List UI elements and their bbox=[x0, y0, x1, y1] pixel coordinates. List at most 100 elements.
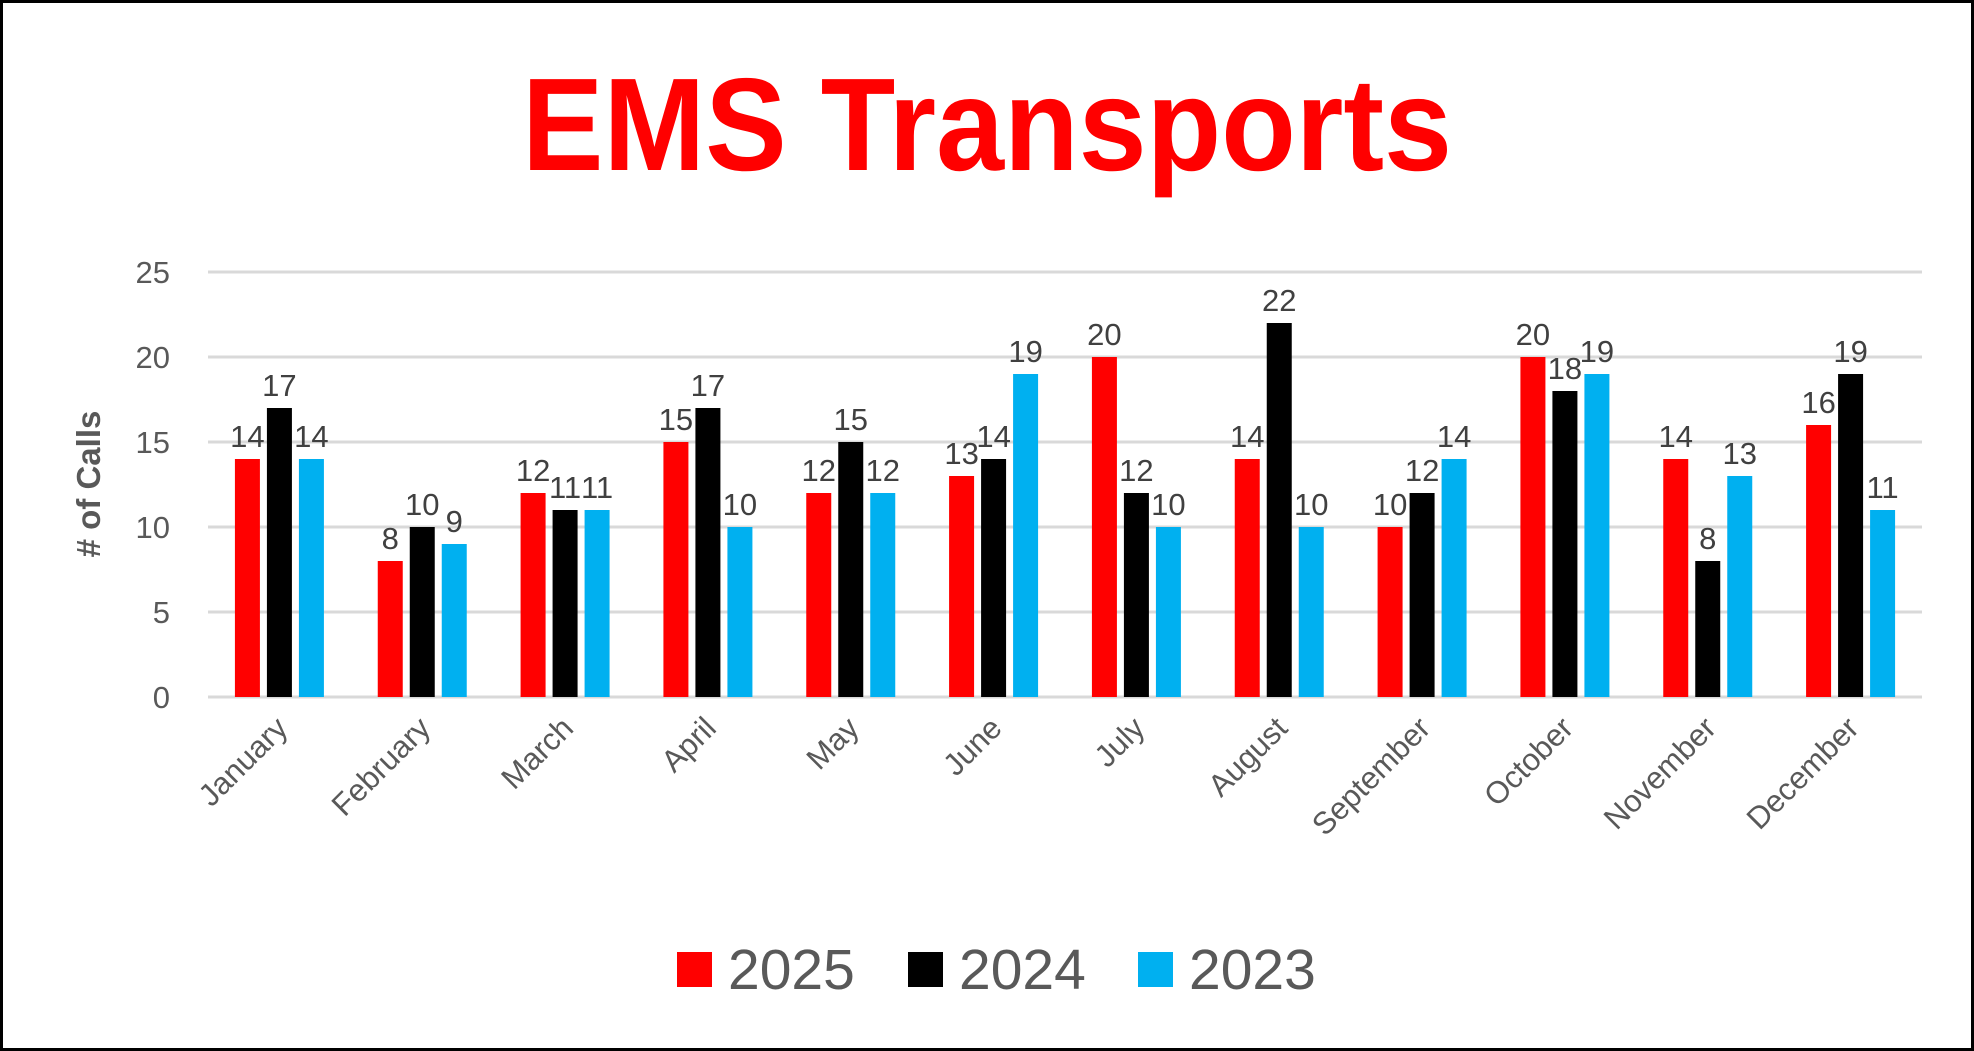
bar-2025-august bbox=[1234, 459, 1260, 697]
bar-2023-september bbox=[1441, 459, 1467, 697]
data-label: 14 bbox=[1659, 419, 1693, 454]
y-tick-label: 20 bbox=[136, 340, 170, 375]
x-tick-label: November bbox=[1597, 710, 1723, 836]
bar-2025-october bbox=[1520, 357, 1546, 697]
data-label: 22 bbox=[1262, 283, 1296, 318]
data-label: 12 bbox=[1119, 453, 1153, 488]
legend-label: 2023 bbox=[1189, 938, 1316, 1002]
legend-swatch bbox=[908, 952, 943, 987]
y-axis-title: # of Calls bbox=[70, 411, 107, 558]
gridlines bbox=[208, 270, 1922, 699]
data-label: 14 bbox=[230, 419, 264, 454]
data-label: 14 bbox=[1437, 419, 1471, 454]
bar-2023-january bbox=[298, 459, 324, 697]
bar-2023-november bbox=[1727, 476, 1753, 697]
data-label: 10 bbox=[1373, 487, 1407, 522]
bar-2025-may bbox=[806, 493, 832, 697]
data-label: 12 bbox=[802, 453, 836, 488]
y-tick-label: 0 bbox=[153, 680, 170, 715]
bar-2023-july bbox=[1155, 527, 1181, 697]
data-label: 20 bbox=[1516, 317, 1550, 352]
data-label: 17 bbox=[691, 368, 725, 403]
data-label: 19 bbox=[1833, 334, 1867, 369]
data-label: 10 bbox=[1294, 487, 1328, 522]
legend-label: 2025 bbox=[728, 938, 855, 1002]
bar-2023-august bbox=[1298, 527, 1324, 697]
bar-2024-january bbox=[266, 408, 292, 697]
bar-2025-july bbox=[1091, 357, 1117, 697]
y-tick-label: 15 bbox=[136, 425, 170, 460]
data-label: 18 bbox=[1548, 351, 1582, 386]
data-label: 11 bbox=[581, 470, 613, 505]
data-label: 13 bbox=[1723, 436, 1757, 471]
legend-item-2025: 2025 bbox=[677, 938, 855, 1002]
y-tick-label: 10 bbox=[136, 510, 170, 545]
data-label: 10 bbox=[405, 487, 439, 522]
x-tick-label: February bbox=[325, 710, 438, 823]
data-label: 14 bbox=[1230, 419, 1264, 454]
data-label: 19 bbox=[1580, 334, 1614, 369]
x-tick-label: July bbox=[1088, 710, 1152, 774]
bar-2025-march bbox=[520, 493, 546, 697]
bar-2023-may bbox=[870, 493, 896, 697]
bar-2023-february bbox=[441, 544, 467, 697]
legend-item-2023: 2023 bbox=[1138, 938, 1316, 1002]
data-label: 12 bbox=[1405, 453, 1439, 488]
data-label: 12 bbox=[866, 453, 900, 488]
data-label: 15 bbox=[834, 402, 868, 437]
bar-2025-june bbox=[949, 476, 975, 697]
data-label: 8 bbox=[1699, 521, 1716, 556]
x-tick-label: April bbox=[654, 710, 723, 779]
x-tick-label: December bbox=[1740, 710, 1866, 836]
bar-2023-october bbox=[1584, 374, 1610, 697]
data-label: 8 bbox=[382, 521, 399, 556]
data-label: 17 bbox=[262, 368, 296, 403]
x-tick-label: August bbox=[1201, 710, 1294, 803]
data-label: 9 bbox=[446, 504, 463, 539]
legend-swatch bbox=[1138, 952, 1173, 987]
data-label: 15 bbox=[659, 402, 693, 437]
bar-2024-august bbox=[1266, 323, 1292, 697]
bar-2024-march bbox=[552, 510, 578, 697]
legend-swatch bbox=[677, 952, 712, 987]
y-axis-ticks: 0 5 10 15 20 25 bbox=[136, 255, 170, 715]
data-label: 10 bbox=[1151, 487, 1185, 522]
y-tick-label: 25 bbox=[136, 255, 170, 290]
bar-2025-january bbox=[234, 459, 260, 697]
bars bbox=[234, 323, 1896, 697]
bar-2024-september bbox=[1409, 493, 1435, 697]
legend-item-2024: 2024 bbox=[908, 938, 1086, 1002]
bar-2024-april bbox=[695, 408, 721, 697]
y-tick-label: 5 bbox=[153, 595, 170, 630]
legend: 2025 2024 2023 bbox=[677, 938, 1316, 1002]
x-tick-label: September bbox=[1305, 710, 1437, 842]
chart-title: EMS Transports bbox=[522, 51, 1452, 198]
bar-2025-september bbox=[1377, 527, 1403, 697]
bar-2024-november bbox=[1695, 561, 1721, 697]
data-label: 19 bbox=[1008, 334, 1042, 369]
data-label: 13 bbox=[944, 436, 978, 471]
legend-label: 2024 bbox=[959, 938, 1086, 1002]
x-tick-label: January bbox=[192, 710, 295, 813]
data-label: 11 bbox=[549, 470, 581, 505]
bar-2025-april bbox=[663, 442, 689, 697]
x-tick-label: May bbox=[800, 710, 867, 777]
bar-2023-march bbox=[584, 510, 610, 697]
bar-2024-june bbox=[981, 459, 1007, 697]
data-label: 14 bbox=[976, 419, 1010, 454]
data-label: 16 bbox=[1801, 385, 1835, 420]
bar-2023-june bbox=[1013, 374, 1039, 697]
data-label: 11 bbox=[1866, 470, 1898, 505]
data-label: 14 bbox=[294, 419, 328, 454]
bar-2025-february bbox=[377, 561, 403, 697]
bar-2023-december bbox=[1870, 510, 1896, 697]
data-label: 12 bbox=[516, 453, 550, 488]
x-tick-label: March bbox=[494, 710, 580, 796]
x-tick-label: June bbox=[936, 710, 1008, 782]
bar-2025-november bbox=[1663, 459, 1689, 697]
data-label: 20 bbox=[1087, 317, 1121, 352]
x-tick-label: October bbox=[1477, 710, 1580, 813]
bar-2024-december bbox=[1838, 374, 1864, 697]
